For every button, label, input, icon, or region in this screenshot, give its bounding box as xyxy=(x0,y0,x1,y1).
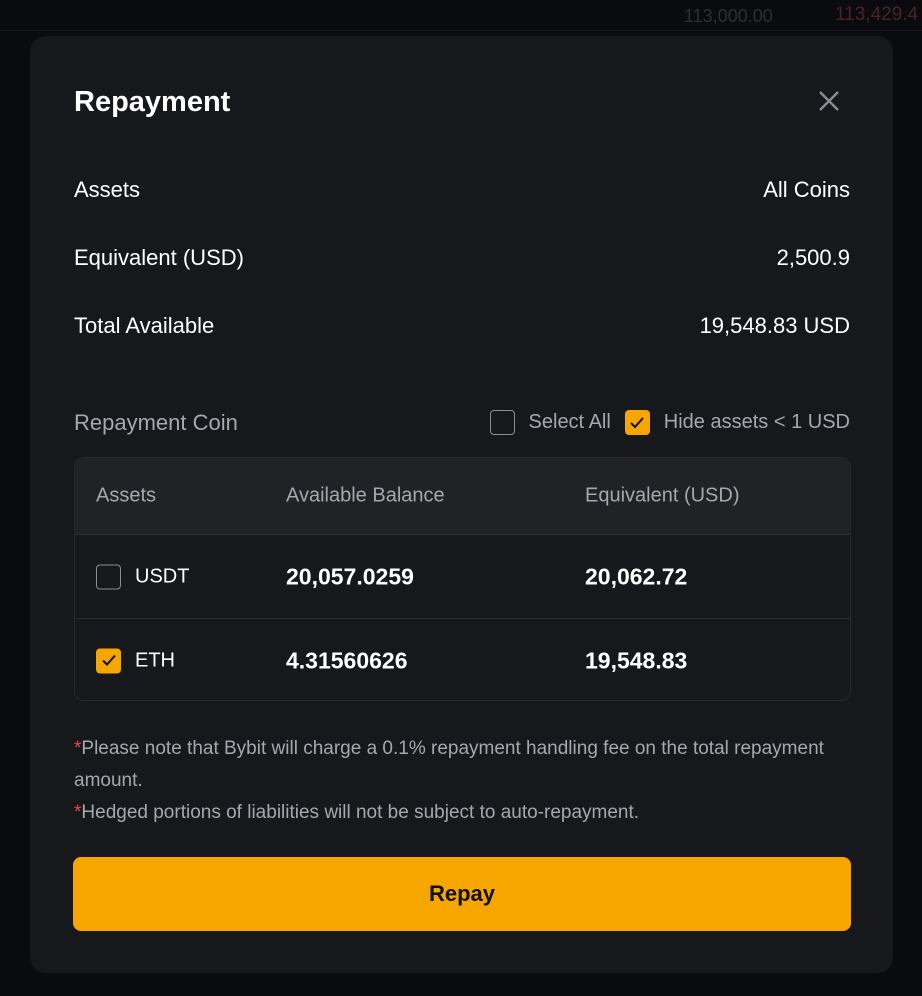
coin-table: Assets Available Balance Equivalent (USD… xyxy=(74,457,851,701)
asset-name: USDT xyxy=(135,565,190,587)
close-icon xyxy=(819,91,839,111)
hide-small-assets-label[interactable]: Hide assets < 1 USD xyxy=(663,411,850,433)
summary-equivalent: Equivalent (USD) 2,500.9 xyxy=(74,245,850,271)
select-all-checkbox[interactable] xyxy=(489,410,515,435)
fee-note: *Please note that Bybit will charge a 0.… xyxy=(74,733,854,797)
bg-price: 113,429.4 xyxy=(835,4,919,25)
eth-checkbox[interactable] xyxy=(96,648,121,673)
check-icon xyxy=(630,416,645,428)
repayment-coin-label: Repayment Coin xyxy=(74,410,238,435)
available-balance: 20,057.0259 xyxy=(286,563,414,589)
summary-value: All Coins xyxy=(763,177,850,202)
table-header: Assets Available Balance Equivalent (USD… xyxy=(75,458,850,534)
hedge-note: *Hedged portions of liabilities will not… xyxy=(74,797,854,829)
summary-label: Total Available xyxy=(74,313,215,338)
notes: *Please note that Bybit will charge a 0.… xyxy=(74,733,854,829)
table-row[interactable]: ETH 4.31560626 19,548.83 xyxy=(75,618,850,700)
hide-small-assets-checkbox[interactable] xyxy=(624,410,650,435)
summary-label: Assets xyxy=(74,177,141,202)
repayment-modal: Repayment Assets All Coins Equivalent (U… xyxy=(30,36,893,973)
summary-assets: Assets All Coins xyxy=(74,177,850,203)
summary-value: 2,500.9 xyxy=(776,245,850,270)
summary-label: Equivalent (USD) xyxy=(74,245,244,270)
check-icon xyxy=(101,654,116,666)
summary-value: 19,548.83 USD xyxy=(699,313,850,338)
select-all-label[interactable]: Select All xyxy=(528,411,611,433)
bg-price: 113,000.00 xyxy=(684,6,773,26)
repay-button[interactable]: Repay xyxy=(73,857,851,931)
bg-divider xyxy=(0,30,922,31)
modal-title: Repayment xyxy=(74,86,231,118)
header-assets: Assets xyxy=(96,484,157,507)
equivalent-usd: 20,062.72 xyxy=(585,563,688,589)
header-equivalent: Equivalent (USD) xyxy=(585,484,740,507)
table-row[interactable]: USDT 20,057.0259 20,062.72 xyxy=(75,534,850,618)
asterisk: * xyxy=(74,802,82,823)
close-button[interactable] xyxy=(814,86,844,116)
header-available-balance: Available Balance xyxy=(286,484,445,507)
summary-total-available: Total Available 19,548.83 USD xyxy=(74,313,850,339)
usdt-checkbox[interactable] xyxy=(96,564,121,589)
available-balance: 4.31560626 xyxy=(286,647,408,673)
note-text: Please note that Bybit will charge a 0.1… xyxy=(74,738,824,791)
asset-name: ETH xyxy=(135,649,175,671)
note-text: Hedged portions of liabilities will not … xyxy=(81,802,640,823)
equivalent-usd: 19,548.83 xyxy=(585,647,688,673)
asterisk: * xyxy=(74,738,82,759)
coin-options: Select All Hide assets < 1 USD xyxy=(489,410,850,435)
